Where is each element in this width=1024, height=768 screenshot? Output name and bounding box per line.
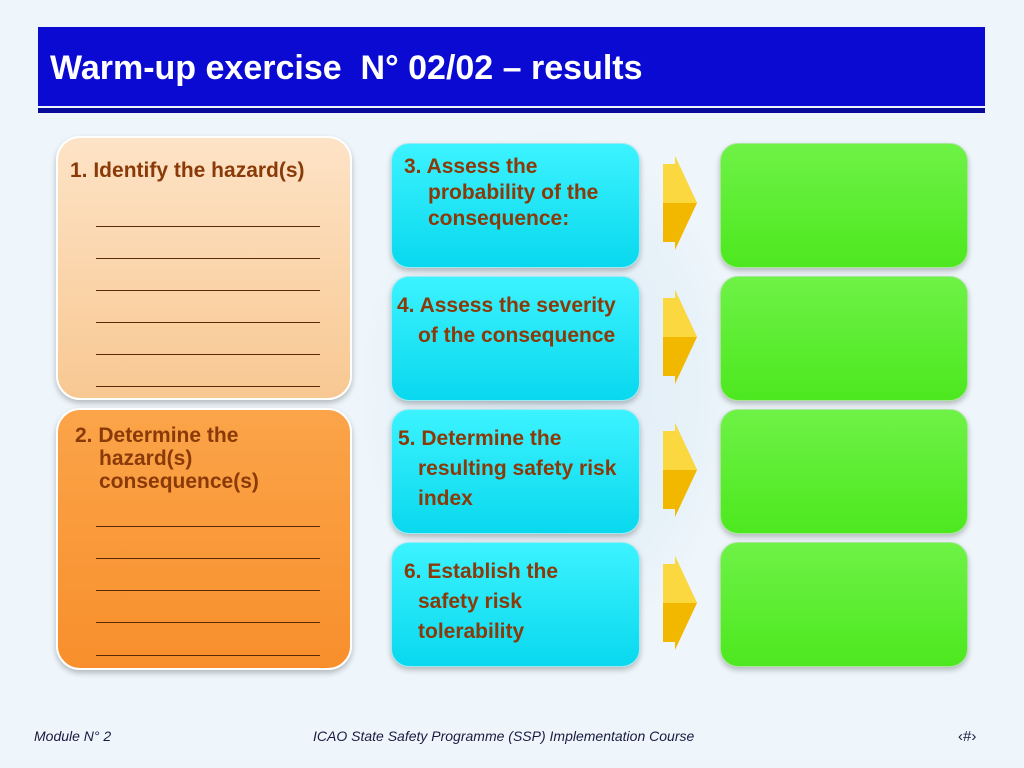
result-box-3	[720, 143, 968, 268]
step-1-label: 1. Identify the hazard(s)	[70, 159, 305, 182]
footer-course: ICAO State Safety Programme (SSP) Implem…	[313, 728, 695, 744]
step-6-box	[391, 542, 640, 667]
arrow-right-icon	[663, 156, 697, 250]
answer-line	[96, 558, 320, 559]
result-box-6	[720, 542, 968, 667]
step-4-label-line-1: 4. Assess the severity	[397, 294, 616, 317]
step-2-label-line-2: hazard(s)	[99, 447, 193, 470]
result-box-5	[720, 409, 968, 534]
step-3-box	[391, 143, 640, 268]
step-4-box	[391, 276, 640, 401]
step-4-label-line-2: of the consequence	[418, 324, 616, 347]
answer-line	[96, 226, 320, 227]
title-underline	[38, 108, 985, 113]
step-3-label-line-3: consequence:	[428, 207, 570, 230]
step-3-label-line-2: probability of the	[428, 181, 599, 204]
step-5-label-line-1: 5. Determine the	[398, 427, 562, 450]
step-2-label-line-1: 2. Determine the	[75, 424, 239, 447]
answer-line	[96, 655, 320, 656]
answer-line	[96, 322, 320, 323]
title-bar	[38, 27, 985, 106]
step-6-label-line-1: 6. Establish the	[404, 560, 559, 583]
footer-page-number: ‹#›	[958, 728, 977, 745]
answer-line	[96, 386, 320, 387]
step-5-label-line-3: index	[418, 487, 473, 510]
step-5-box	[391, 409, 640, 534]
answer-line	[96, 526, 320, 527]
result-box-4	[720, 276, 968, 401]
step-3-label-line-1: 3. Assess the	[404, 155, 538, 178]
answer-line	[96, 258, 320, 259]
answer-line	[96, 290, 320, 291]
slide-title: Warm-up exercise N° 02/02 – results	[50, 49, 643, 87]
step-1-card	[56, 136, 352, 400]
arrow-right-icon	[663, 556, 697, 650]
arrow-right-icon	[663, 290, 697, 384]
step-6-label-line-2: safety risk	[418, 590, 522, 613]
step-2-label-line-3: consequence(s)	[99, 470, 259, 493]
answer-line	[96, 354, 320, 355]
answer-line	[96, 622, 320, 623]
step-6-label-line-3: tolerability	[418, 620, 525, 643]
step-2-card	[56, 408, 352, 670]
step-5-label-line-2: resulting safety risk	[418, 457, 617, 480]
arrow-right-icon	[663, 423, 697, 517]
answer-line	[96, 590, 320, 591]
footer-module: Module N° 2	[34, 728, 112, 744]
